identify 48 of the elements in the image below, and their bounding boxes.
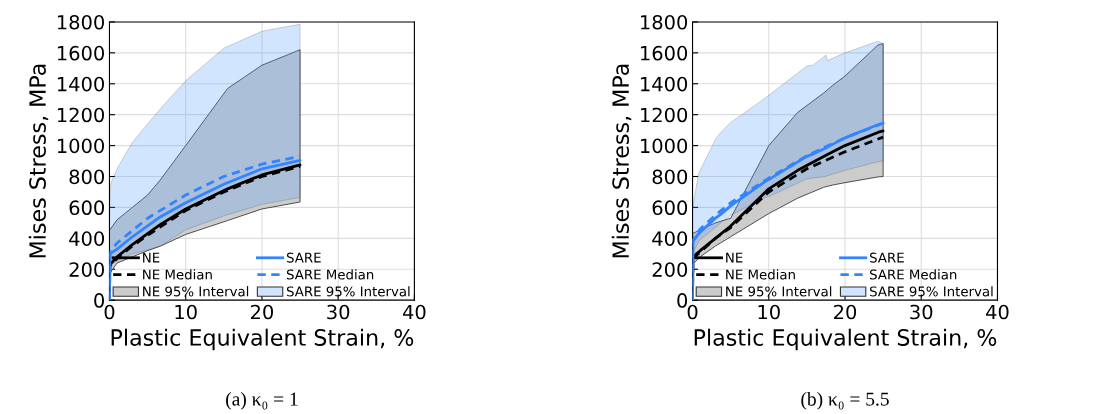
y-tick-label: 1200 xyxy=(57,107,105,123)
legend-label: SARE xyxy=(286,252,321,263)
x-tick-label: 10 xyxy=(175,304,197,320)
x-tick-label: 0 xyxy=(687,304,698,320)
y-axis-title: Mises Stress, MPa xyxy=(611,64,632,258)
y-tick-label: 400 xyxy=(652,231,688,246)
x-tick-label: 20 xyxy=(250,304,274,320)
legend-label: SARE xyxy=(869,252,904,263)
y-tick-label: 0 xyxy=(94,293,105,308)
x-tick-label: 30 xyxy=(327,304,350,320)
y-tick-label: 1600 xyxy=(57,45,105,61)
y-tick-label: 1400 xyxy=(641,76,688,92)
y-tick-label: 600 xyxy=(652,200,688,216)
text: (a) κ₀ = 1 xyxy=(226,391,298,410)
y-tick-label: 1800 xyxy=(57,14,105,30)
x-tick-label: 20 xyxy=(834,304,857,320)
x-tick-label: 40 xyxy=(402,304,426,320)
legend-label: NE Median xyxy=(726,269,795,280)
legend-label: NE Median xyxy=(143,269,212,280)
x-axis-title: Plastic Equivalent Strain, % xyxy=(694,328,997,351)
y-tick-label: 1400 xyxy=(57,76,105,92)
legend-label: NE xyxy=(726,252,743,263)
x-tick-label: 10 xyxy=(758,304,780,320)
y-tick-label: 200 xyxy=(69,262,105,277)
legend-label: NE xyxy=(143,252,160,263)
y-tick-label: 600 xyxy=(69,200,105,216)
x-tick-label: 40 xyxy=(986,304,1009,320)
y-tick-label: 0 xyxy=(677,293,688,308)
y-tick-label: 1600 xyxy=(641,45,688,61)
legend-label: NE 95% Interval xyxy=(726,286,832,297)
y-tick-label: 800 xyxy=(652,169,688,185)
x-axis-title: Plastic Equivalent Strain, % xyxy=(111,328,414,351)
y-tick-label: 400 xyxy=(69,231,105,246)
y-tick-label: 1000 xyxy=(57,138,105,154)
y-tick-label: 1200 xyxy=(641,107,688,123)
legend-label: NE 95% Interval xyxy=(143,286,249,297)
legend-label: SARE 95% Interval xyxy=(869,286,993,297)
x-tick-label: 30 xyxy=(910,304,933,320)
legend-label: SARE Median xyxy=(869,269,957,280)
legend-label: SARE 95% Interval xyxy=(286,286,410,297)
x-tick-label: 0 xyxy=(104,304,115,320)
y-axis-title: Mises Stress, MPa xyxy=(28,64,49,258)
text: (b) κ₀ = 5.5 xyxy=(801,391,889,410)
y-tick-label: 1000 xyxy=(641,138,688,154)
legend-label: SARE Median xyxy=(286,269,374,280)
y-tick-label: 800 xyxy=(69,169,105,185)
y-tick-label: 1800 xyxy=(641,14,688,30)
y-tick-label: 200 xyxy=(652,262,688,277)
